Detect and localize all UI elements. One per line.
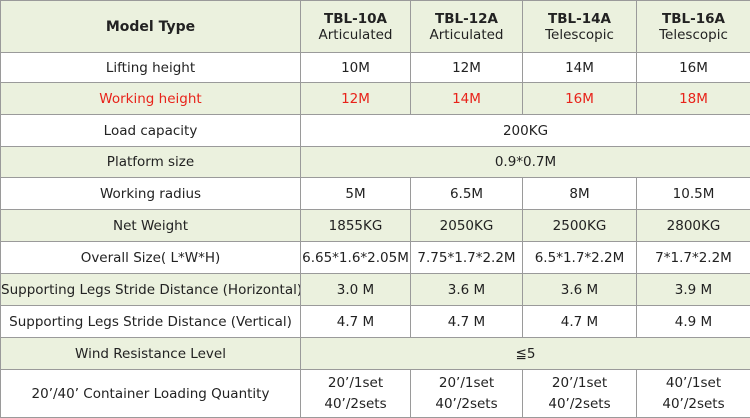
value-cell: 18M	[637, 83, 750, 115]
model-name: TBL-16A	[637, 11, 750, 27]
value-cell: 2050KG	[411, 210, 523, 242]
value-line: 20’/1set	[301, 373, 410, 394]
value-cell: 2500KG	[523, 210, 637, 242]
row-label: Working height	[1, 83, 301, 115]
value-cell: 16M	[637, 53, 750, 83]
value-cell: 16M	[523, 83, 637, 115]
value-cell: 5M	[301, 178, 411, 210]
value-cell: 6.5M	[411, 178, 523, 210]
value-cell: 8M	[523, 178, 637, 210]
model-type: Telescopic	[637, 27, 750, 43]
model-type: Articulated	[301, 27, 410, 43]
row-label: Supporting Legs Stride Distance (Horizon…	[1, 274, 301, 306]
row-label: Load capacity	[1, 115, 301, 147]
value-cell: 14M	[411, 83, 523, 115]
value-cell: 7.75*1.7*2.2M	[411, 242, 523, 274]
data-row: Supporting Legs Stride Distance (Vertica…	[1, 306, 750, 338]
value-line: 40’/2sets	[637, 394, 750, 415]
model-type: Articulated	[411, 27, 522, 43]
row-label: Lifting height	[1, 53, 301, 83]
value-line: 40’/2sets	[523, 394, 636, 415]
value-cell: 6.5*1.7*2.2M	[523, 242, 637, 274]
value-cell: 12M	[411, 53, 523, 83]
value-cell: 4.7 M	[411, 306, 523, 338]
value-line: 40’/2sets	[301, 394, 410, 415]
value-cell: 1855KG	[301, 210, 411, 242]
value-cell: 4.7 M	[523, 306, 637, 338]
value-cell: 7*1.7*2.2M	[637, 242, 750, 274]
model-name: TBL-12A	[411, 11, 522, 27]
value-line: 20’/1set	[523, 373, 636, 394]
value-line: 40’/2sets	[411, 394, 522, 415]
row-label: Working radius	[1, 178, 301, 210]
model-name: TBL-10A	[301, 11, 410, 27]
value-cell: 6.65*1.6*2.05M	[301, 242, 411, 274]
value-cell: 3.9 M	[637, 274, 750, 306]
value-line: 40’/1set	[637, 373, 750, 394]
model-type: Telescopic	[523, 27, 636, 43]
value-cell: 3.6 M	[411, 274, 523, 306]
value-line: 20’/1set	[411, 373, 522, 394]
row-label: Supporting Legs Stride Distance (Vertica…	[1, 306, 301, 338]
row-label: Overall Size( L*W*H)	[1, 242, 301, 274]
header-cell: Model Type	[1, 1, 301, 53]
row-label: Wind Resistance Level	[1, 338, 301, 370]
row-label: Net Weight	[1, 210, 301, 242]
value-cell: 4.7 M	[301, 306, 411, 338]
data-row: Wind Resistance Level≦5	[1, 338, 750, 370]
value-cell: 3.6 M	[523, 274, 637, 306]
row-label: 20’/40’ Container Loading Quantity	[1, 370, 301, 418]
value-cell: 10.5M	[637, 178, 750, 210]
value-cell: 4.9 M	[637, 306, 750, 338]
row-label: Platform size	[1, 147, 301, 178]
value-cell: 2800KG	[637, 210, 750, 242]
model-name: TBL-14A	[523, 11, 636, 27]
value-cell: 14M	[523, 53, 637, 83]
value-cell: 0.9*0.7M	[301, 147, 750, 178]
value-cell: ≦5	[301, 338, 750, 370]
value-cell: 3.0 M	[301, 274, 411, 306]
value-cell: 200KG	[301, 115, 750, 147]
data-row: Supporting Legs Stride Distance (Horizon…	[1, 274, 750, 306]
value-cell: 12M	[301, 83, 411, 115]
value-cell: 10M	[301, 53, 411, 83]
header-label: Model Type	[1, 19, 300, 35]
